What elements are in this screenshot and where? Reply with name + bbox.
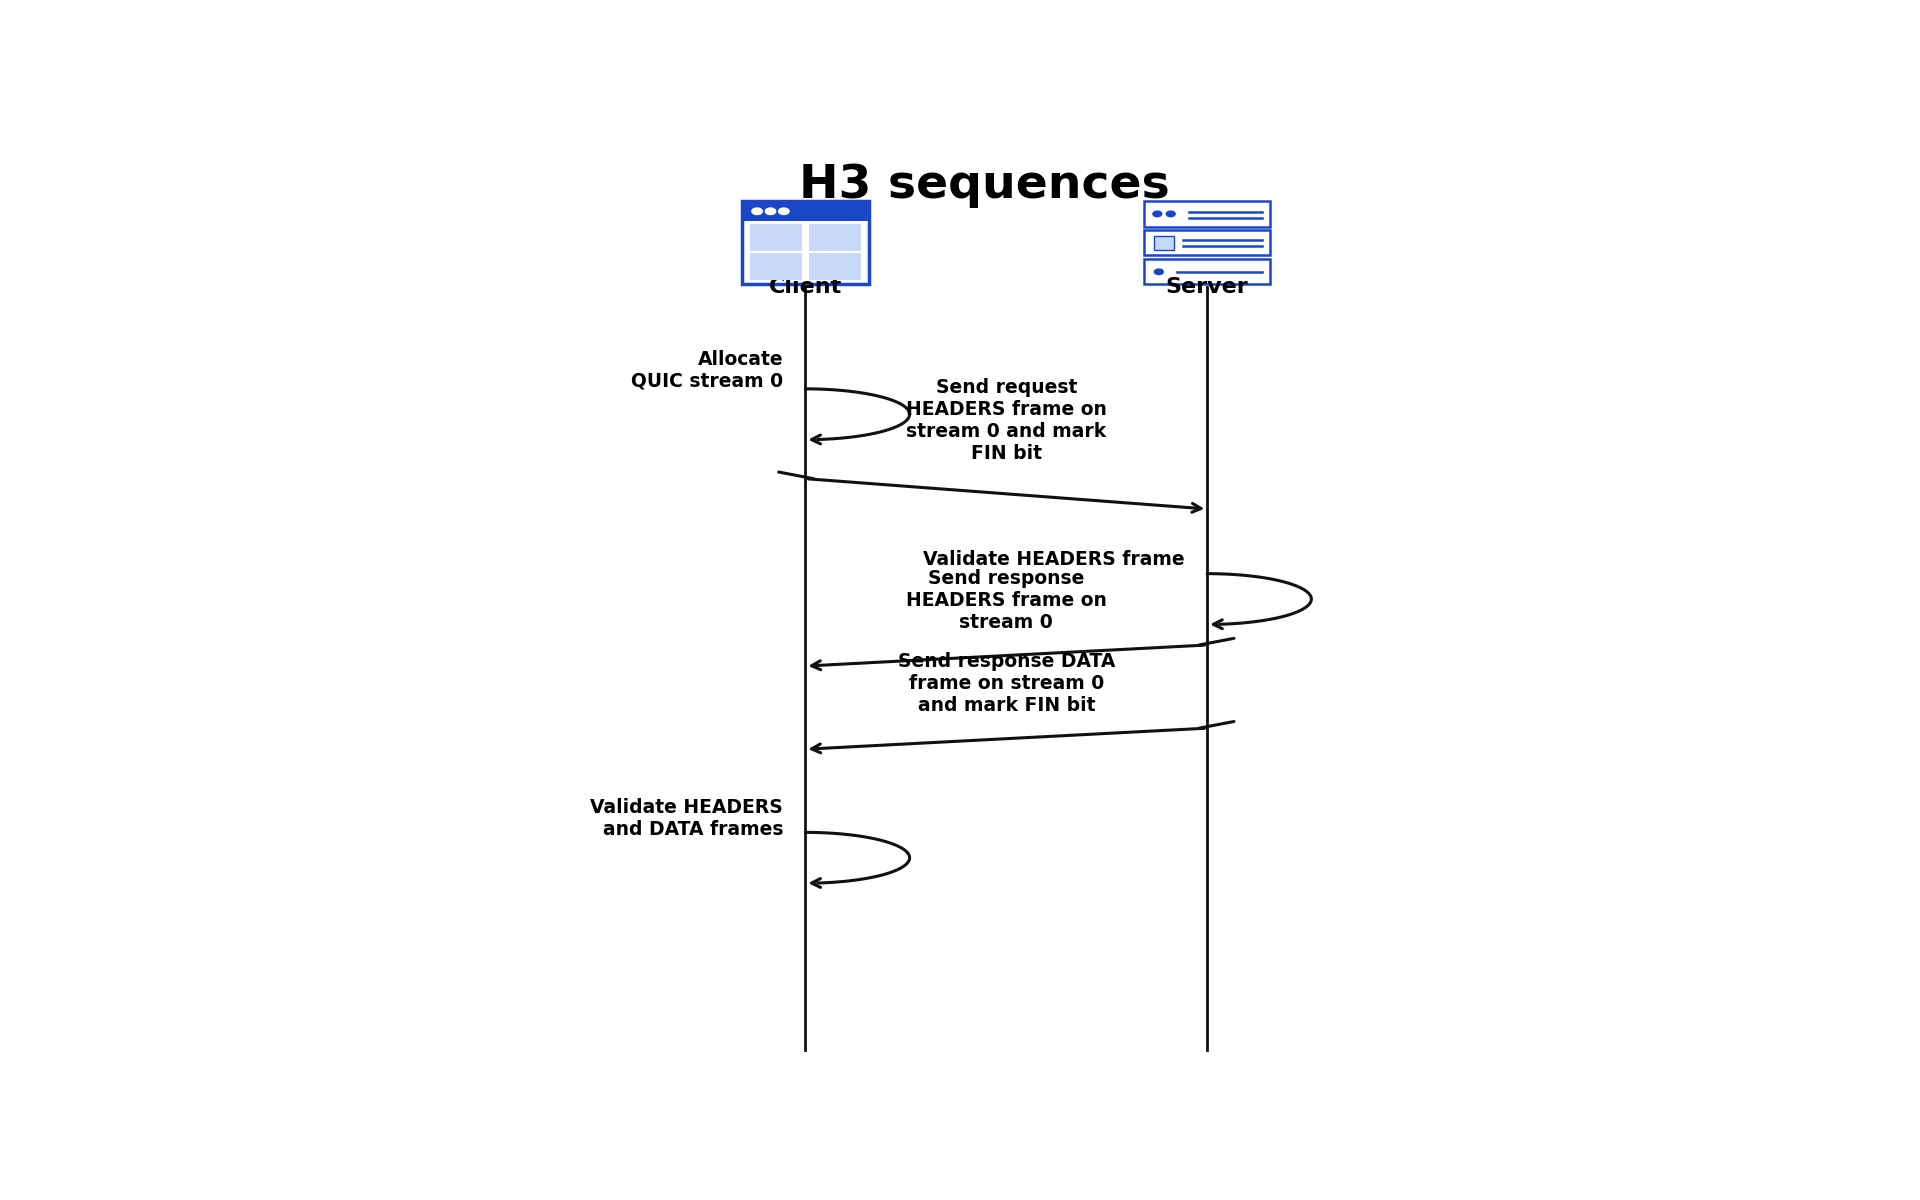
Text: Send response
HEADERS frame on
stream 0: Send response HEADERS frame on stream 0 [906,569,1106,632]
Text: Validate HEADERS
and DATA frames: Validate HEADERS and DATA frames [589,798,783,839]
FancyBboxPatch shape [749,253,803,280]
Circle shape [766,208,776,215]
Text: Send request
HEADERS frame on
stream 0 and mark
FIN bit: Send request HEADERS frame on stream 0 a… [906,378,1106,463]
FancyBboxPatch shape [743,202,868,221]
Circle shape [753,208,762,215]
Text: H3 sequences: H3 sequences [799,163,1169,208]
Circle shape [1154,269,1164,275]
Circle shape [1165,211,1175,217]
FancyBboxPatch shape [808,223,862,251]
Text: Send response DATA
frame on stream 0
and mark FIN bit: Send response DATA frame on stream 0 and… [899,652,1116,715]
FancyBboxPatch shape [743,202,868,284]
Text: Server: Server [1165,277,1248,298]
FancyBboxPatch shape [1154,236,1173,250]
Text: Allocate
QUIC stream 0: Allocate QUIC stream 0 [632,350,783,391]
Circle shape [780,208,789,215]
FancyBboxPatch shape [1144,230,1271,256]
FancyBboxPatch shape [1144,259,1271,284]
Text: Validate HEADERS frame: Validate HEADERS frame [924,551,1185,569]
FancyBboxPatch shape [1144,202,1271,227]
FancyBboxPatch shape [808,253,862,280]
FancyBboxPatch shape [749,223,803,251]
Text: Client: Client [768,277,843,298]
Circle shape [1152,211,1162,217]
